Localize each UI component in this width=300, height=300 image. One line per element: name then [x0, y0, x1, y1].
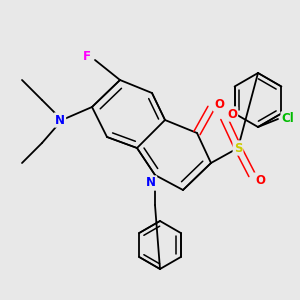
Text: N: N — [55, 113, 65, 127]
Text: O: O — [255, 173, 265, 187]
Text: Cl: Cl — [282, 112, 294, 125]
Text: F: F — [83, 50, 91, 62]
Text: S: S — [234, 142, 242, 154]
Text: O: O — [227, 107, 237, 121]
Text: N: N — [146, 176, 156, 190]
Text: O: O — [214, 98, 224, 110]
